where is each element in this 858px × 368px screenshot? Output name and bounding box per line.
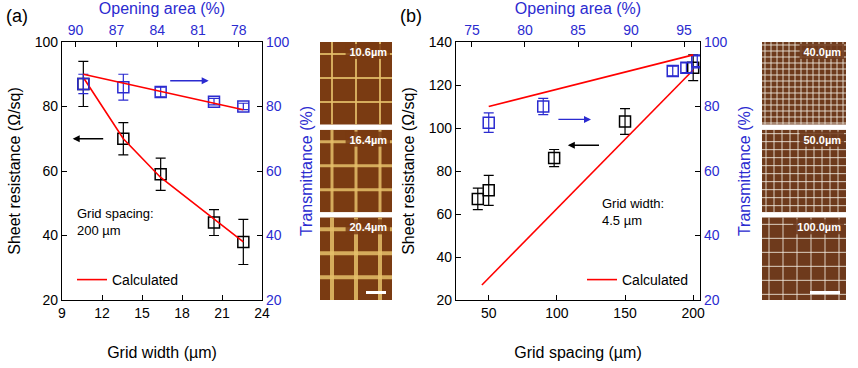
svg-text:15: 15 xyxy=(134,305,150,321)
svg-text:150: 150 xyxy=(613,305,637,321)
svg-text:60: 60 xyxy=(42,163,58,179)
svg-text:90: 90 xyxy=(68,22,84,38)
svg-text:40.0µm: 40.0µm xyxy=(803,46,841,58)
svg-text:Calculated: Calculated xyxy=(622,272,688,288)
svg-text:40: 40 xyxy=(266,227,282,243)
svg-text:9: 9 xyxy=(58,305,66,321)
svg-text:140: 140 xyxy=(429,34,453,50)
svg-text:60: 60 xyxy=(704,163,720,179)
svg-text:50: 50 xyxy=(481,305,497,321)
svg-text:95: 95 xyxy=(676,22,692,38)
svg-text:80: 80 xyxy=(704,98,720,114)
svg-text:100: 100 xyxy=(35,34,59,50)
svg-text:85: 85 xyxy=(570,22,586,38)
svg-text:100: 100 xyxy=(545,305,569,321)
svg-text:Transmittance (%): Transmittance (%) xyxy=(298,106,315,236)
svg-text:120: 120 xyxy=(429,77,453,93)
svg-text:40: 40 xyxy=(42,227,58,243)
svg-text:Grid spacing:200 µm: Grid spacing:200 µm xyxy=(77,206,154,238)
svg-text:20: 20 xyxy=(436,292,452,308)
svg-text:50.0µm: 50.0µm xyxy=(803,134,841,146)
svg-text:24: 24 xyxy=(254,305,270,321)
svg-text:Sheet resistance (Ω/sq): Sheet resistance (Ω/sq) xyxy=(6,87,23,255)
svg-text:100: 100 xyxy=(266,34,290,50)
svg-text:78: 78 xyxy=(231,22,247,38)
svg-text:Sheet resistance (Ω/sq): Sheet resistance (Ω/sq) xyxy=(400,87,417,255)
svg-text:20: 20 xyxy=(266,292,282,308)
svg-text:80: 80 xyxy=(266,98,282,114)
svg-text:18: 18 xyxy=(174,305,190,321)
svg-text:60: 60 xyxy=(266,163,282,179)
svg-text:20: 20 xyxy=(704,292,720,308)
svg-text:20: 20 xyxy=(42,292,58,308)
svg-text:Opening area (%): Opening area (%) xyxy=(99,0,225,17)
svg-text:100: 100 xyxy=(704,34,728,50)
svg-text:Opening area (%): Opening area (%) xyxy=(515,0,641,17)
svg-text:10.6µm: 10.6µm xyxy=(349,46,387,58)
svg-text:Grid width (µm): Grid width (µm) xyxy=(107,344,217,361)
svg-text:Calculated: Calculated xyxy=(112,272,178,288)
svg-text:20.4µm: 20.4µm xyxy=(349,221,387,233)
svg-text:Grid spacing (µm): Grid spacing (µm) xyxy=(514,344,641,361)
svg-text:81: 81 xyxy=(190,22,206,38)
svg-text:12: 12 xyxy=(94,305,110,321)
svg-text:84: 84 xyxy=(149,22,165,38)
svg-text:40: 40 xyxy=(704,227,720,243)
svg-text:80: 80 xyxy=(517,22,533,38)
svg-text:80: 80 xyxy=(42,98,58,114)
svg-text:Transmittance (%): Transmittance (%) xyxy=(736,106,753,236)
svg-text:90: 90 xyxy=(623,22,639,38)
svg-text:21: 21 xyxy=(214,305,230,321)
svg-text:16.4µm: 16.4µm xyxy=(349,134,387,146)
svg-text:80: 80 xyxy=(436,163,452,179)
svg-text:60: 60 xyxy=(436,206,452,222)
svg-text:Grid width:4.5 µm: Grid width:4.5 µm xyxy=(602,196,664,228)
svg-text:40: 40 xyxy=(436,249,452,265)
svg-text:75: 75 xyxy=(464,22,480,38)
svg-text:87: 87 xyxy=(109,22,125,38)
svg-text:100: 100 xyxy=(429,120,453,136)
svg-text:100.0µm: 100.0µm xyxy=(797,221,841,233)
svg-text:(b): (b) xyxy=(400,6,422,26)
svg-text:(a): (a) xyxy=(6,6,28,26)
svg-text:200: 200 xyxy=(682,305,706,321)
